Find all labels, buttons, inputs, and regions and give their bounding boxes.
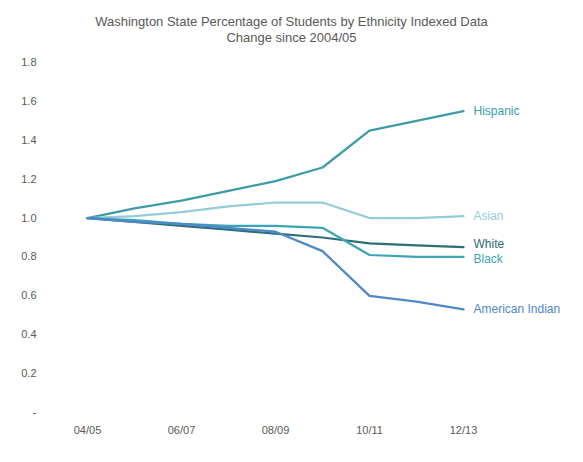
svg-text:0.4: 0.4 [21,328,36,340]
svg-text:-: - [33,406,37,418]
svg-text:10/11: 10/11 [356,424,383,436]
svg-text:04/05: 04/05 [74,424,102,436]
svg-text:08/09: 08/09 [262,424,290,436]
html-text:Washington State Percentage of: Washington State Percentage of Students … [95,14,488,29]
svg-text:Black: Black [474,252,504,266]
svg-text:1.4: 1.4 [21,134,36,146]
html-text:Change since 2004/05: Change since 2004/05 [226,30,357,45]
svg-text:0.6: 0.6 [21,289,36,301]
svg-text:12/13: 12/13 [450,424,478,436]
svg-text:0.8: 0.8 [21,250,36,262]
svg-text:Asian: Asian [474,209,504,223]
svg-text:White: White [474,237,505,251]
svg-text:American Indian: American Indian [474,302,561,316]
svg-text:1.6: 1.6 [21,95,36,107]
svg-text:1.0: 1.0 [21,212,36,224]
svg-text:0.2: 0.2 [21,367,36,379]
svg-text:06/07: 06/07 [168,424,196,436]
svg-text:Hispanic: Hispanic [474,104,520,118]
svg-text:1.2: 1.2 [21,173,36,185]
svg-text:1.8: 1.8 [21,56,36,68]
